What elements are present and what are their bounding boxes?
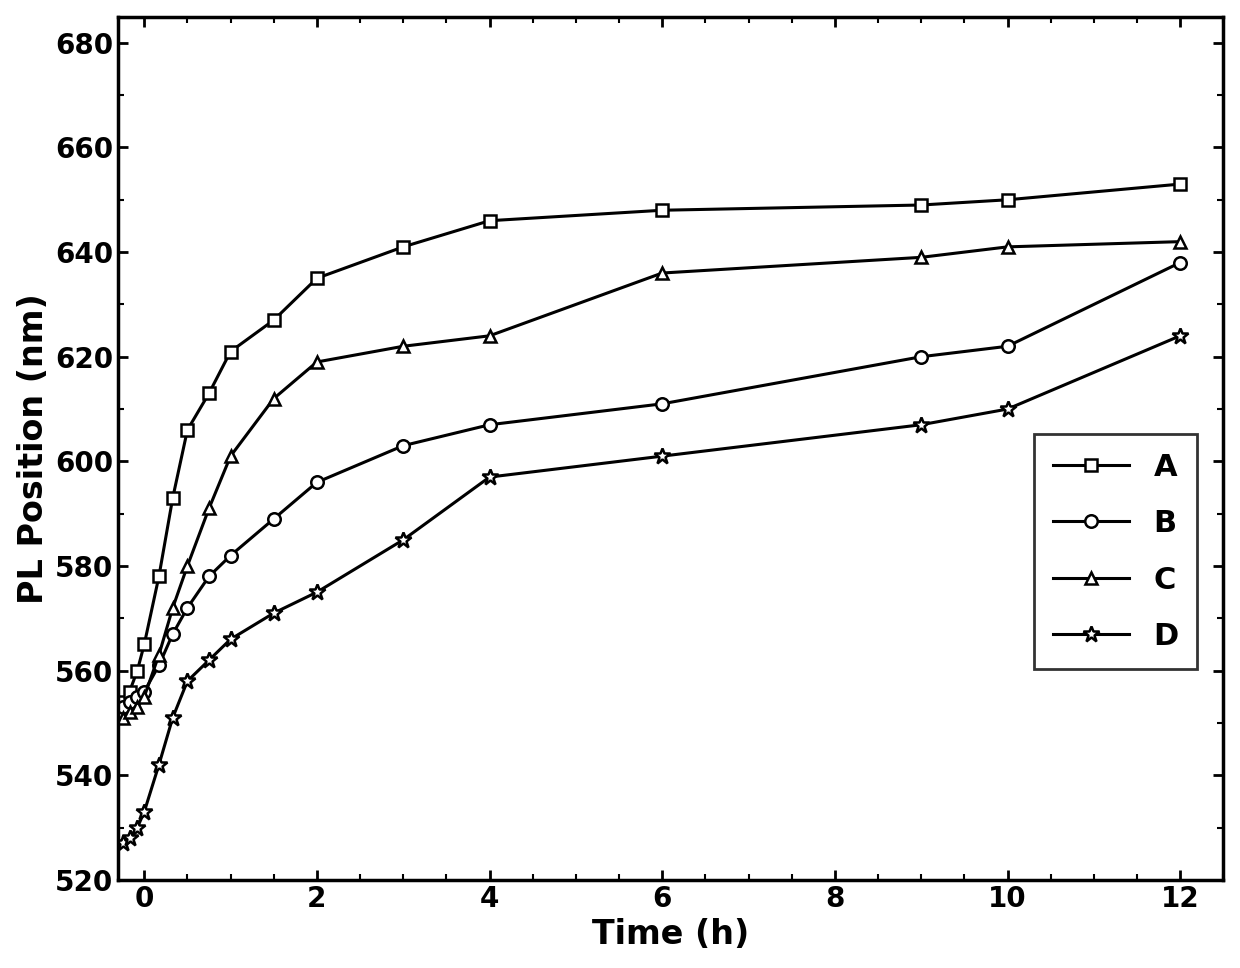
Line: C: C xyxy=(117,235,1187,724)
C xyxy=(180,560,195,572)
D xyxy=(165,711,180,723)
A xyxy=(223,346,238,357)
A xyxy=(180,424,195,436)
D xyxy=(267,607,281,619)
A xyxy=(136,639,151,650)
B xyxy=(122,696,136,708)
B xyxy=(1001,341,1016,352)
D xyxy=(180,676,195,687)
D xyxy=(151,759,166,771)
B xyxy=(310,476,325,488)
A xyxy=(115,696,130,708)
A xyxy=(396,241,410,253)
A xyxy=(130,665,145,677)
B xyxy=(130,691,145,703)
C xyxy=(655,267,670,279)
C xyxy=(1173,236,1188,248)
B xyxy=(267,513,281,525)
B xyxy=(482,419,497,431)
C xyxy=(122,707,136,718)
D xyxy=(223,633,238,645)
D xyxy=(202,654,217,666)
X-axis label: Time (h): Time (h) xyxy=(593,919,749,952)
D xyxy=(914,419,929,431)
D xyxy=(1173,330,1188,342)
C xyxy=(115,711,130,723)
B xyxy=(914,351,929,363)
C xyxy=(267,393,281,405)
D xyxy=(482,471,497,483)
B xyxy=(115,702,130,713)
B xyxy=(151,659,166,671)
B xyxy=(223,550,238,561)
B xyxy=(136,685,151,697)
A xyxy=(1001,194,1016,205)
B xyxy=(165,628,180,640)
C xyxy=(151,650,166,661)
A xyxy=(914,199,929,211)
C xyxy=(310,356,325,368)
C xyxy=(223,450,238,462)
A xyxy=(165,492,180,503)
Line: D: D xyxy=(114,327,1188,852)
D xyxy=(396,534,410,546)
C xyxy=(396,341,410,352)
C xyxy=(482,330,497,342)
D xyxy=(136,806,151,818)
A xyxy=(122,685,136,697)
C xyxy=(914,252,929,263)
B xyxy=(202,571,217,583)
A xyxy=(267,315,281,326)
A xyxy=(151,571,166,583)
C xyxy=(202,502,217,514)
C xyxy=(136,691,151,703)
A xyxy=(655,204,670,216)
B xyxy=(1173,257,1188,268)
B xyxy=(180,602,195,614)
A xyxy=(310,272,325,284)
C xyxy=(130,702,145,713)
D xyxy=(1001,404,1016,415)
C xyxy=(165,602,180,614)
D xyxy=(655,450,670,462)
B xyxy=(655,398,670,409)
Line: B: B xyxy=(117,257,1187,713)
C xyxy=(1001,241,1016,253)
Line: A: A xyxy=(117,178,1187,709)
D xyxy=(310,587,325,598)
B xyxy=(396,439,410,451)
D xyxy=(122,832,136,844)
A xyxy=(202,387,217,399)
A xyxy=(482,215,497,227)
D xyxy=(130,822,145,833)
D xyxy=(115,837,130,849)
Y-axis label: PL Position (nm): PL Position (nm) xyxy=(16,293,50,604)
A xyxy=(1173,178,1188,190)
Legend: A, B, C, D: A, B, C, D xyxy=(1034,435,1197,670)
